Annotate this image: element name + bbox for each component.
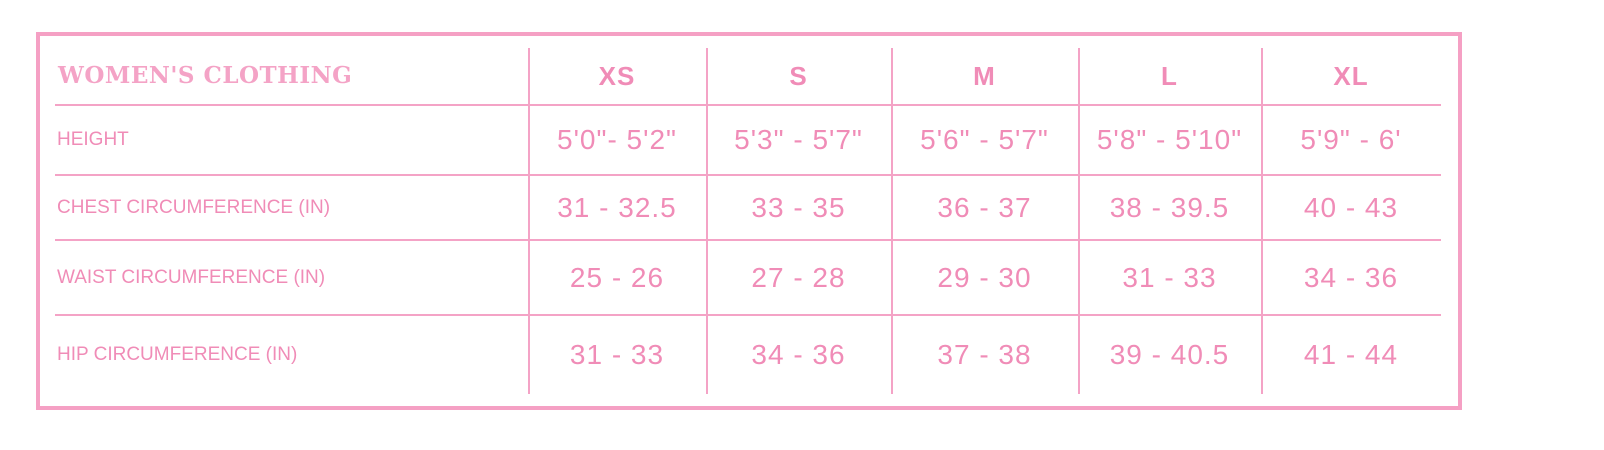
table-cell: 31 - 33	[1122, 261, 1217, 293]
table-cell: 41 - 44	[1303, 339, 1399, 370]
table-cell: 33 - 35	[751, 191, 846, 223]
size-header-xl: XL	[1333, 60, 1369, 91]
table-cell: 25 - 26	[569, 261, 665, 293]
size-header-l: L	[1161, 60, 1178, 91]
row-label: CHEST CIRCUMFERENCE (IN)	[57, 196, 331, 218]
size-header-xs: XS	[598, 60, 636, 91]
row-label: WAIST CIRCUMFERENCE (IN)	[57, 266, 326, 288]
table-cell: 34 - 36	[1303, 261, 1399, 293]
column-divider	[528, 48, 530, 394]
table-cell: 39 - 40.5	[1109, 339, 1230, 370]
size-chart-frame	[36, 32, 1462, 410]
table-cell: 31 - 33	[569, 339, 665, 370]
table-cell: 31 - 32.5	[557, 191, 677, 223]
table-cell: 5'9" - 6'	[1300, 124, 1402, 155]
table-cell: 38 - 39.5	[1109, 191, 1230, 223]
size-header-m: M	[973, 60, 996, 91]
row-divider	[55, 314, 1441, 316]
column-divider	[1078, 48, 1080, 394]
row-label: HEIGHT	[57, 129, 129, 150]
table-cell: 29 - 30	[937, 261, 1032, 293]
table-cell: 27 - 28	[751, 261, 846, 293]
row-label: HIP CIRCUMFERENCE (IN)	[57, 344, 298, 365]
chart-title: WOMEN'S CLOTHING	[58, 61, 353, 89]
size-header-s: S	[789, 60, 808, 91]
table-cell: 5'6" - 5'7"	[920, 124, 1049, 155]
column-divider	[1261, 48, 1263, 394]
column-divider	[891, 48, 893, 394]
table-cell: 5'0"- 5'2"	[557, 124, 677, 155]
table-cell: 5'3" - 5'7"	[734, 124, 863, 155]
column-divider	[706, 48, 708, 394]
table-cell: 5'8" - 5'10"	[1096, 124, 1243, 155]
table-cell: 37 - 38	[937, 339, 1032, 370]
table-cell: 36 - 37	[937, 191, 1032, 223]
table-cell: 40 - 43	[1303, 191, 1399, 223]
row-divider	[55, 174, 1441, 176]
row-divider	[55, 239, 1441, 241]
table-cell: 34 - 36	[751, 339, 846, 370]
row-divider	[55, 104, 1441, 106]
